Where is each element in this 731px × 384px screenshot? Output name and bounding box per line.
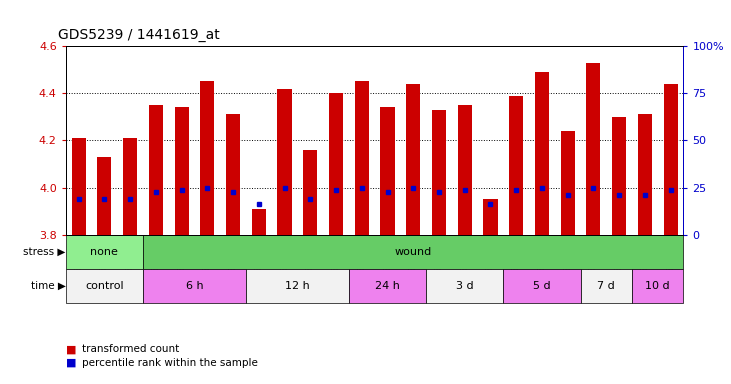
Text: transformed count: transformed count [82,344,179,354]
Bar [509,96,523,235]
Text: 12 h: 12 h [285,281,310,291]
Text: wound: wound [395,247,432,257]
Bar [246,269,349,303]
Bar [251,209,266,235]
Text: 6 h: 6 h [186,281,203,291]
Bar [458,105,471,235]
Bar [226,114,240,235]
Text: ■: ■ [66,344,76,354]
Text: 5 d: 5 d [533,281,550,291]
Bar [149,105,163,235]
Bar [175,108,189,235]
Text: ■: ■ [66,358,76,368]
Text: 7 d: 7 d [597,281,616,291]
Bar [66,235,143,269]
Bar [483,199,498,235]
Text: percentile rank within the sample: percentile rank within the sample [82,358,258,368]
Bar [632,269,683,303]
Bar [612,117,626,235]
Bar [349,269,426,303]
Text: GDS5239 / 1441619_at: GDS5239 / 1441619_at [58,28,220,42]
Bar [200,81,214,235]
Bar [97,157,111,235]
Bar [504,269,580,303]
Bar [432,110,446,235]
Bar [303,150,317,235]
Bar [143,235,683,269]
Text: time ▶: time ▶ [31,281,66,291]
Bar [580,269,632,303]
Bar [329,93,343,235]
Bar [406,84,420,235]
Text: 24 h: 24 h [375,281,400,291]
Bar [66,269,143,303]
Bar [355,81,369,235]
Text: none: none [91,247,118,257]
Bar [380,108,395,235]
Bar [535,72,549,235]
Text: control: control [85,281,124,291]
Text: 10 d: 10 d [645,281,670,291]
Bar [123,138,137,235]
Bar [586,63,600,235]
Bar [664,84,678,235]
Bar [72,138,86,235]
Bar [426,269,504,303]
Bar [638,114,652,235]
Bar [143,269,246,303]
Bar [561,131,575,235]
Bar [278,89,292,235]
Text: stress ▶: stress ▶ [23,247,66,257]
Text: 3 d: 3 d [456,281,474,291]
